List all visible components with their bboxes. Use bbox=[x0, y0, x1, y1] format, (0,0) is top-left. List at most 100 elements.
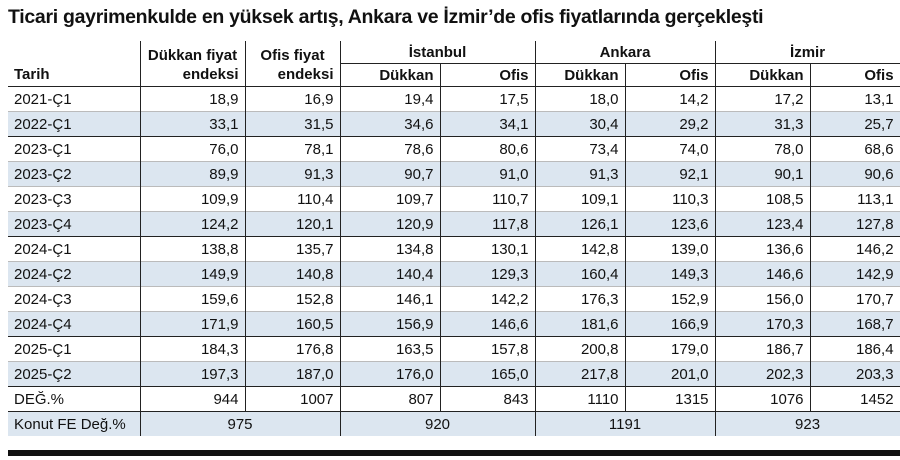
table-cell: 110,7 bbox=[439, 186, 536, 212]
row-label: 2024-Ç3 bbox=[8, 286, 141, 312]
table-cell: 139,0 bbox=[624, 236, 716, 262]
table-cell: 166,9 bbox=[624, 311, 716, 337]
table-cell: 170,7 bbox=[809, 286, 900, 312]
table-cell: 146,6 bbox=[714, 261, 811, 287]
table-cell: 17,5 bbox=[439, 86, 536, 112]
table-cell: 78,0 bbox=[714, 136, 811, 162]
data-table: Dükkan fiyat Ofis fiyat İstanbul Ankara İzmi… bbox=[8, 41, 900, 436]
row-label: 2024-Ç1 bbox=[8, 236, 141, 262]
table-cell: 165,0 bbox=[439, 361, 536, 387]
table-cell: 176,0 bbox=[339, 361, 441, 387]
row-label: 2024-Ç4 bbox=[8, 311, 141, 337]
header-cell: Dükkan fiyat bbox=[139, 41, 246, 64]
table-cell: 807 bbox=[339, 386, 441, 412]
row-label: 2023-Ç2 bbox=[8, 161, 141, 187]
table-cell: 25,7 bbox=[809, 111, 900, 137]
table-cell: 975 bbox=[139, 411, 341, 436]
table-cell: 31,5 bbox=[244, 111, 341, 137]
table-cell: 1076 bbox=[714, 386, 811, 412]
table-row: 2023-Ç3 109,9 110,4 109,7 110,7 109,1 110,3 108… bbox=[8, 186, 900, 212]
table-cell: 109,7 bbox=[339, 186, 441, 212]
table-cell: 142,2 bbox=[439, 286, 536, 312]
table-cell: 136,6 bbox=[714, 236, 811, 262]
header-cell: Ofis bbox=[809, 63, 900, 87]
table-cell: 152,8 bbox=[244, 286, 341, 312]
header-cell: Dükkan bbox=[714, 63, 811, 87]
table-cell: 33,1 bbox=[139, 111, 246, 137]
table-cell: 1007 bbox=[244, 386, 341, 412]
table-cell: 171,9 bbox=[139, 311, 246, 337]
table-cell: 923 bbox=[714, 411, 900, 436]
table-cell: 134,8 bbox=[339, 236, 441, 262]
table-row: 2024-Ç4 171,9 160,5 156,9 146,6 181,6 166,9 170… bbox=[8, 311, 900, 337]
city-header: İstanbul bbox=[339, 41, 536, 64]
header-row: Dükkan fiyat Ofis fiyat İstanbul Ankara İzmi… bbox=[8, 41, 900, 64]
table-cell: 146,2 bbox=[809, 236, 900, 262]
table-cell: 73,4 bbox=[534, 136, 626, 162]
city-header: Ankara bbox=[534, 41, 716, 64]
table-cell: 90,1 bbox=[714, 161, 811, 187]
table-cell: 126,1 bbox=[534, 211, 626, 237]
row-label: 2021-Ç1 bbox=[8, 86, 141, 112]
table-cell: 124,2 bbox=[139, 211, 246, 237]
table-cell: 920 bbox=[339, 411, 536, 436]
table-row: 2023-Ç4 124,2 120,1 120,9 117,8 126,1 123,6 123… bbox=[8, 211, 900, 237]
table-cell: 117,8 bbox=[439, 211, 536, 237]
table-cell: 160,4 bbox=[534, 261, 626, 287]
table-cell: 110,3 bbox=[624, 186, 716, 212]
table-cell: 157,8 bbox=[439, 336, 536, 362]
table-cell: 1315 bbox=[624, 386, 716, 412]
table-cell: 170,3 bbox=[714, 311, 811, 337]
table-cell: 80,6 bbox=[439, 136, 536, 162]
table-cell: 146,1 bbox=[339, 286, 441, 312]
table-cell: 90,7 bbox=[339, 161, 441, 187]
row-label: 2023-Ç4 bbox=[8, 211, 141, 237]
table-cell: 187,0 bbox=[244, 361, 341, 387]
table-cell: 152,9 bbox=[624, 286, 716, 312]
table-row: 2024-Ç2 149,9 140,8 140,4 129,3 160,4 149,3 146… bbox=[8, 261, 900, 287]
table-cell: 186,7 bbox=[714, 336, 811, 362]
table-cell: 120,9 bbox=[339, 211, 441, 237]
table-cell: 109,1 bbox=[534, 186, 626, 212]
row-label: DEĞ.% bbox=[8, 386, 141, 412]
table-cell: 1191 bbox=[534, 411, 716, 436]
table-cell: 17,2 bbox=[714, 86, 811, 112]
table-cell: 109,9 bbox=[139, 186, 246, 212]
table-cell: 68,6 bbox=[809, 136, 900, 162]
table-cell: 217,8 bbox=[534, 361, 626, 387]
header-cell: Ofis fiyat bbox=[244, 41, 341, 64]
table-cell: 13,1 bbox=[809, 86, 900, 112]
table-cell: 92,1 bbox=[624, 161, 716, 187]
table-cell: 176,3 bbox=[534, 286, 626, 312]
table-cell: 149,9 bbox=[139, 261, 246, 287]
table-cell: 30,4 bbox=[534, 111, 626, 137]
table-cell: 108,5 bbox=[714, 186, 811, 212]
table-cell: 184,3 bbox=[139, 336, 246, 362]
header-cell: Ofis bbox=[624, 63, 716, 87]
table-cell: 14,2 bbox=[624, 86, 716, 112]
table-cell: 120,1 bbox=[244, 211, 341, 237]
city-header: İzmir bbox=[714, 41, 900, 64]
header-cell: Dükkan bbox=[534, 63, 626, 87]
table-cell: 29,2 bbox=[624, 111, 716, 137]
bottom-rule bbox=[8, 450, 900, 456]
table-cell: 156,9 bbox=[339, 311, 441, 337]
table-cell: 90,6 bbox=[809, 161, 900, 187]
table-cell: 76,0 bbox=[139, 136, 246, 162]
table-cell: 130,1 bbox=[439, 236, 536, 262]
table-row: 2023-Ç1 76,0 78,1 78,6 80,6 73,4 74,0 78,0 68,6 bbox=[8, 136, 900, 162]
table-cell: 163,5 bbox=[339, 336, 441, 362]
table-cell: 129,3 bbox=[439, 261, 536, 287]
row-label: 2023-Ç1 bbox=[8, 136, 141, 162]
header-cell bbox=[8, 41, 141, 64]
table-cell: 140,4 bbox=[339, 261, 441, 287]
table-cell: 149,3 bbox=[624, 261, 716, 287]
header-cell: endeksi bbox=[244, 63, 341, 87]
header-row: Tarih endeksi endeksi Dükkan Ofis Dükkan Ofis D… bbox=[8, 63, 900, 87]
row-label: 2022-Ç1 bbox=[8, 111, 141, 137]
table-cell: 31,3 bbox=[714, 111, 811, 137]
table-cell: 142,9 bbox=[809, 261, 900, 287]
table-row: DEĞ.% 944 1007 807 843 1110 1315 1076 1452 bbox=[8, 386, 900, 412]
table-cell: 203,3 bbox=[809, 361, 900, 387]
